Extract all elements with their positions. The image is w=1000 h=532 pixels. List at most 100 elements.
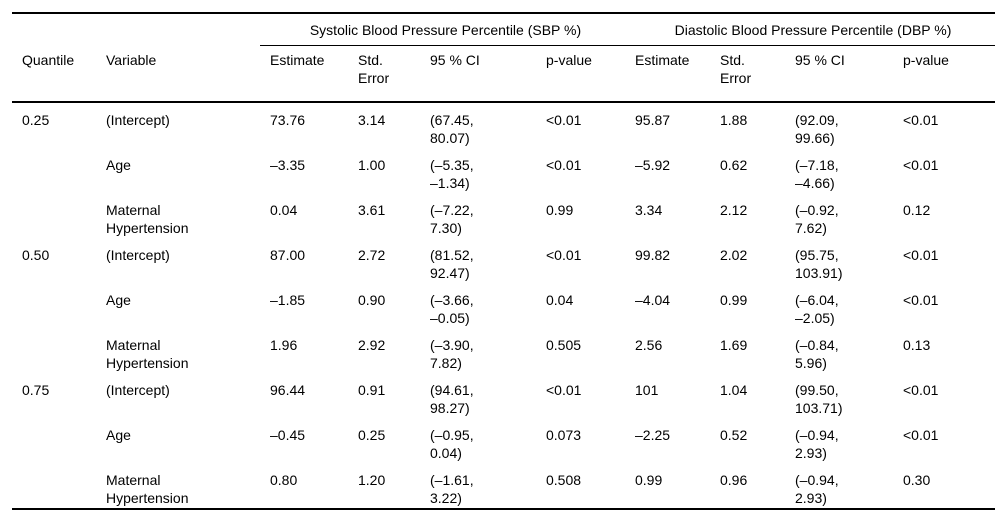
quantile-cell [12, 418, 96, 463]
spanner-row: Systolic Blood Pressure Percentile (SBP … [12, 13, 995, 46]
quantile-cell [12, 463, 96, 509]
sbp-p-value-column-header: p-value [536, 45, 625, 103]
variable-cell: (Intercept) [106, 112, 170, 128]
dbp-estimate-cell: 0.99 [635, 472, 663, 488]
dbp-p-value-cell: 0.30 [903, 472, 931, 488]
dbp-estimate-cell: –5.92 [635, 157, 671, 173]
quantile-cell: 0.75 [22, 382, 50, 398]
variable-column-header: Variable [96, 45, 260, 103]
sbp-ci-cell: (–3.90, 7.82) [430, 337, 474, 371]
sbp-p-value-cell: <0.01 [546, 157, 582, 173]
sbp-p-value-cell: 0.505 [546, 337, 582, 353]
dbp-estimate-cell: –2.25 [635, 427, 671, 443]
sbp-ci-column-header: 95 % CI [420, 45, 536, 103]
sbp-p-value-cell: <0.01 [546, 247, 582, 263]
dbp-std-error-cell: 2.02 [720, 247, 748, 263]
variable-cell: Maternal Hypertension [106, 337, 189, 371]
dbp-estimate-cell: 2.56 [635, 337, 663, 353]
sbp-ci-cell: (–1.61, 3.22) [430, 472, 474, 506]
dbp-p-value-cell: <0.01 [903, 157, 939, 173]
sbp-std-error-column-header: Std. Error [348, 45, 420, 103]
dbp-ci-cell: (–0.84, 5.96) [795, 337, 839, 371]
variable-cell: Maternal Hypertension [106, 472, 189, 506]
dbp-ci-cell: (–0.94, 2.93) [795, 472, 839, 506]
sbp-estimate-cell: 0.04 [270, 202, 298, 218]
dbp-std-error-cell: 1.88 [720, 112, 748, 128]
sbp-ci-cell: (–0.95, 0.04) [430, 427, 474, 461]
sbp-ci-cell: (81.52, 92.47) [430, 247, 474, 281]
variable-cell: Age [106, 292, 131, 308]
dbp-p-value-cell: 0.12 [903, 202, 931, 218]
sbp-std-error-cell: 1.00 [358, 157, 386, 173]
quantile-cell [12, 283, 96, 328]
variable-cell: Age [106, 427, 131, 443]
sbp-ci-cell: (67.45, 80.07) [430, 112, 474, 146]
sbp-ci-cell: (–5.35, –1.34) [430, 157, 474, 191]
quantile-column-header: Quantile [12, 45, 96, 103]
results-table: Systolic Blood Pressure Percentile (SBP … [12, 12, 995, 510]
dbp-ci-cell: (92.09, 99.66) [795, 112, 839, 146]
sbp-estimate-cell: –3.35 [270, 157, 306, 173]
sbp-estimate-column-header: Estimate [260, 45, 348, 103]
sbp-estimate-cell: –1.85 [270, 292, 306, 308]
dbp-std-error-cell: 1.04 [720, 382, 748, 398]
dbp-estimate-cell: –4.04 [635, 292, 671, 308]
variable-cell: (Intercept) [106, 247, 170, 263]
sbp-std-error-cell: 2.72 [358, 247, 386, 263]
dbp-ci-cell: (95.75, 103.91) [795, 247, 843, 281]
table-row: 0.50 (Intercept) 87.00 2.72 (81.52, 92.4… [12, 238, 995, 283]
table-header: Systolic Blood Pressure Percentile (SBP … [12, 13, 995, 103]
dbp-std-error-cell: 0.62 [720, 157, 748, 173]
dbp-p-value-cell: <0.01 [903, 247, 939, 263]
sbp-estimate-cell: 87.00 [270, 247, 306, 263]
dbp-ci-cell: (–0.94, 2.93) [795, 427, 839, 461]
sbp-estimate-cell: 1.96 [270, 337, 298, 353]
dbp-ci-cell: (–7.18, –4.66) [795, 157, 839, 191]
variable-cell: (Intercept) [106, 382, 170, 398]
table-row: Maternal Hypertension 0.04 3.61 (–7.22, … [12, 193, 995, 238]
quantile-cell [12, 148, 96, 193]
dbp-ci-cell: (–6.04, –2.05) [795, 292, 839, 326]
dbp-ci-column-header: 95 % CI [785, 45, 893, 103]
sbp-ci-cell: (94.61, 98.27) [430, 382, 474, 416]
sbp-std-error-cell: 0.90 [358, 292, 386, 308]
dbp-estimate-cell: 95.87 [635, 112, 671, 128]
sbp-p-value-cell: 0.508 [546, 472, 582, 488]
sbp-p-value-cell: 0.073 [546, 427, 582, 443]
quantile-cell [12, 328, 96, 373]
sbp-std-error-cell: 3.14 [358, 112, 386, 128]
sbp-estimate-cell: –0.45 [270, 427, 306, 443]
spanner-spacer [96, 13, 260, 46]
sbp-std-error-cell: 0.25 [358, 427, 386, 443]
table-row: 0.25 (Intercept) 73.76 3.14 (67.45, 80.0… [12, 102, 995, 148]
sbp-spanner-header: Systolic Blood Pressure Percentile (SBP … [260, 13, 625, 46]
dbp-p-value-cell: 0.13 [903, 337, 931, 353]
dbp-std-error-cell: 0.96 [720, 472, 748, 488]
sbp-p-value-cell: <0.01 [546, 112, 582, 128]
sbp-estimate-cell: 73.76 [270, 112, 306, 128]
dbp-p-value-column-header: p-value [893, 45, 995, 103]
sbp-std-error-cell: 3.61 [358, 202, 386, 218]
dbp-estimate-column-header: Estimate [625, 45, 710, 103]
dbp-estimate-cell: 3.34 [635, 202, 663, 218]
variable-cell: Maternal Hypertension [106, 202, 189, 236]
table-row: Age –0.45 0.25 (–0.95, 0.04) 0.073 –2.25… [12, 418, 995, 463]
table-row: 0.75 (Intercept) 96.44 0.91 (94.61, 98.2… [12, 373, 995, 418]
sbp-std-error-cell: 1.20 [358, 472, 386, 488]
variable-cell: Age [106, 157, 131, 173]
sbp-ci-cell: (–3.66, –0.05) [430, 292, 474, 326]
table-row: Maternal Hypertension 1.96 2.92 (–3.90, … [12, 328, 995, 373]
dbp-p-value-cell: <0.01 [903, 427, 939, 443]
dbp-std-error-cell: 0.52 [720, 427, 748, 443]
spanner-spacer [12, 13, 96, 46]
sbp-std-error-cell: 2.92 [358, 337, 386, 353]
dbp-spanner-header: Diastolic Blood Pressure Percentile (DBP… [625, 13, 995, 46]
dbp-ci-cell: (–0.92, 7.62) [795, 202, 839, 236]
dbp-p-value-cell: <0.01 [903, 292, 939, 308]
quantile-cell: 0.25 [22, 112, 50, 128]
table-row: Age –3.35 1.00 (–5.35, –1.34) <0.01 –5.9… [12, 148, 995, 193]
sbp-estimate-cell: 0.80 [270, 472, 298, 488]
sbp-estimate-cell: 96.44 [270, 382, 306, 398]
dbp-std-error-cell: 1.69 [720, 337, 748, 353]
table-row: Age –1.85 0.90 (–3.66, –0.05) 0.04 –4.04… [12, 283, 995, 328]
